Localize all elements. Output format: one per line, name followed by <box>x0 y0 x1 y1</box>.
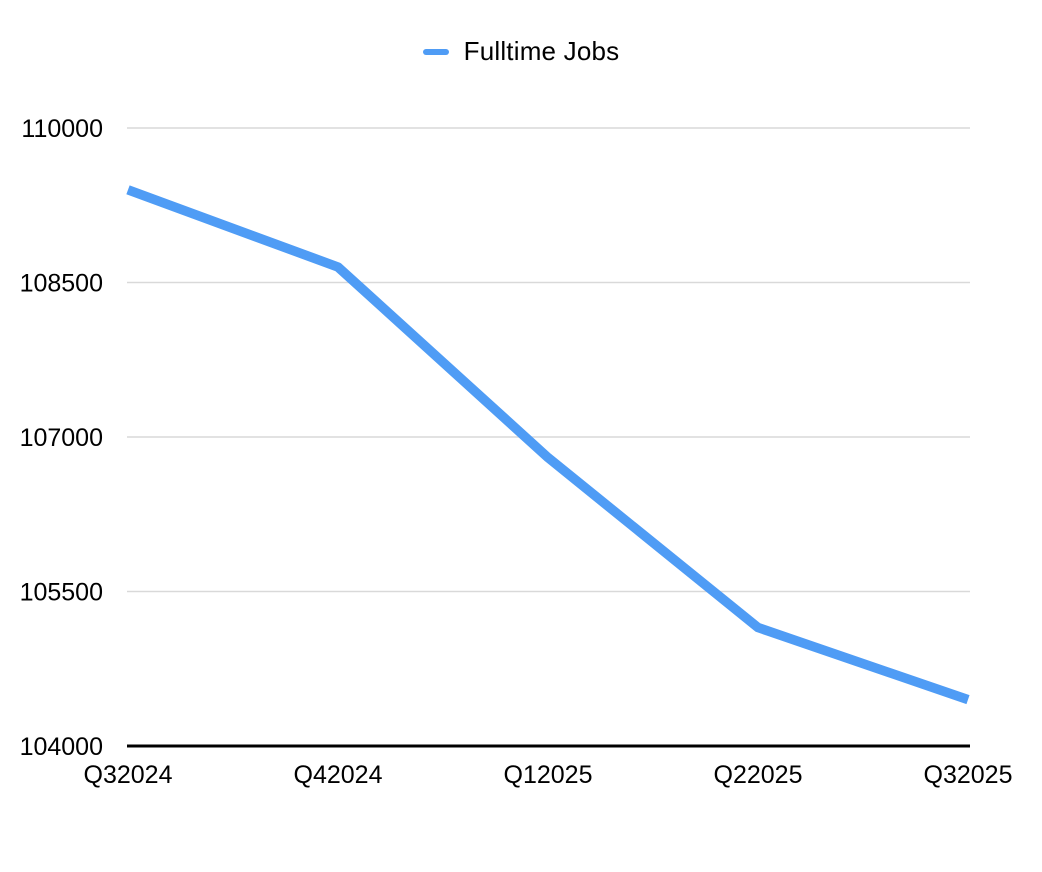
x-axis-labels-group: Q32024 Q42024 Q12025 Q22025 Q32025 <box>84 761 1013 789</box>
legend-label: Fulltime Jobs <box>463 36 620 66</box>
x-tick-label: Q12025 <box>504 761 593 789</box>
series-group <box>126 185 970 705</box>
y-tick-label: 110000 <box>21 115 103 143</box>
x-tick-label: Q42024 <box>294 761 383 789</box>
y-tick-label: 104000 <box>20 733 103 761</box>
y-tick-label: 108500 <box>20 270 103 298</box>
x-tick-label: Q32025 <box>924 761 1013 789</box>
y-tick-label: 107000 <box>20 424 103 452</box>
x-tick-label: Q32024 <box>84 761 173 789</box>
gridlines-group <box>127 127 970 748</box>
legend-line-swatch <box>422 48 449 55</box>
y-tick-label: 105500 <box>20 579 103 607</box>
y-axis-labels-group: 104000 105500 107000 108500 110000 <box>20 115 103 761</box>
series-line-fulltime-jobs <box>126 185 970 705</box>
x-tick-label: Q22025 <box>714 761 803 789</box>
chart-legend: Fulltime Jobs <box>0 36 1042 67</box>
